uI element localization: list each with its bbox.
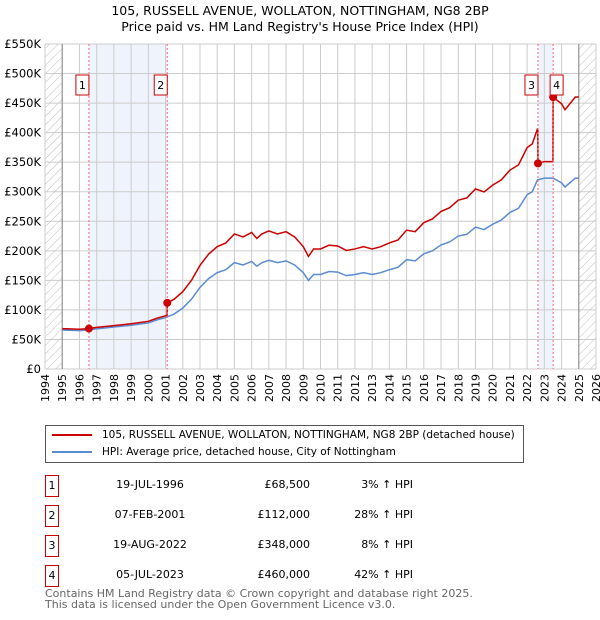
- y-tick-label: £200K: [4, 244, 41, 258]
- x-tick-label: 1996: [73, 374, 86, 402]
- legend: 105, RUSSELL AVENUE, WOLLATON, NOTTINGHA…: [45, 425, 524, 463]
- sale-point: [163, 298, 172, 307]
- x-tick-label: 2019: [469, 374, 482, 402]
- row-hpi: 3% ↑ HPI: [361, 478, 413, 491]
- row-date: 19-JUL-1996: [116, 478, 184, 491]
- footer-line1: Contains HM Land Registry data © Crown c…: [45, 587, 473, 600]
- x-tick-label: 2024: [556, 374, 569, 402]
- legend-red-line: [52, 434, 92, 436]
- x-tick-label: 1995: [56, 374, 69, 402]
- x-tick-label: 1999: [125, 374, 138, 402]
- shade-3-4: [537, 44, 554, 369]
- x-tick-label: 2001: [160, 374, 173, 402]
- sale-point: [533, 159, 542, 168]
- row-badge: 1: [45, 475, 59, 497]
- sale-point: [84, 324, 93, 333]
- hatch-after: [578, 44, 596, 369]
- sale-badge: [153, 74, 168, 96]
- x-tick-label: 2013: [366, 374, 379, 402]
- row-hpi: 8% ↑ HPI: [361, 538, 413, 551]
- y-tick-label: £100K: [4, 303, 41, 317]
- x-tick-label: 1994: [39, 374, 52, 402]
- x-tick-label: 2025: [573, 374, 586, 402]
- y-tick-label: £450K: [4, 96, 41, 110]
- x-tick-label: 2014: [383, 374, 396, 402]
- row-price: £460,000: [257, 568, 311, 581]
- chart-title: 105, RUSSELL AVENUE, WOLLATON, NOTTINGHA…: [111, 3, 489, 18]
- x-tick-label: 2021: [504, 374, 517, 402]
- footer-line2: This data is licensed under the Open Gov…: [45, 598, 396, 611]
- sale-badge-label: 4: [553, 79, 560, 92]
- x-tick-label: 2015: [401, 374, 414, 402]
- footer: Contains HM Land Registry data © Crown c…: [45, 588, 473, 610]
- y-tick-label: £50K: [12, 332, 42, 346]
- x-tick-label: 1998: [108, 374, 121, 402]
- row-price: £68,500: [264, 478, 311, 491]
- x-tick-label: 2018: [452, 374, 465, 402]
- y-tick-label: £150K: [4, 273, 41, 287]
- x-tick-label: 2004: [211, 374, 224, 402]
- sale-badge: [75, 74, 90, 96]
- table-row: 4 05-JUL-2023 £460,000 42% ↑ HPI: [45, 565, 445, 587]
- row-badge: 3: [45, 535, 59, 557]
- sale-badge-label: 1: [79, 79, 86, 92]
- y-tick-label: £350K: [4, 155, 41, 169]
- y-tick-label: £300K: [4, 185, 41, 199]
- x-tick-label: 2009: [297, 374, 310, 402]
- x-tick-label: 2011: [332, 374, 345, 402]
- x-tick-label: 2005: [228, 374, 241, 402]
- legend-hpi: HPI: Average price, detached house, City…: [102, 446, 396, 458]
- plot: 1994 1995 1996 1997 1998 1999 2000 2001 2002 2003…: [4, 37, 600, 402]
- x-tick-label: 2006: [246, 374, 259, 402]
- hpi-line: [62, 177, 579, 332]
- row-hpi: 28% ↑ HPI: [354, 508, 413, 521]
- row-date: 19-AUG-2022: [113, 538, 187, 551]
- property-line: [62, 95, 579, 331]
- sale-badge: [524, 74, 539, 96]
- chart-subtitle: Price paid vs. HM Land Registry's House …: [121, 19, 479, 34]
- legend-property: 105, RUSSELL AVENUE, WOLLATON, NOTTINGHA…: [102, 429, 515, 441]
- row-price: £112,000: [257, 508, 311, 521]
- y-tick-label: £550K: [4, 37, 41, 51]
- row-hpi: 42% ↑ HPI: [354, 568, 413, 581]
- legend-blue-line: [52, 451, 92, 453]
- x-tick-label: 2012: [349, 374, 362, 402]
- table-row: 1 19-JUL-1996 £68,500 3% ↑ HPI: [45, 475, 445, 497]
- row-badge: 4: [45, 565, 59, 587]
- x-tick-label: 2022: [521, 374, 534, 402]
- y-tick-label: £0: [26, 362, 41, 376]
- y-tick-label: £500K: [4, 67, 41, 81]
- row-badge: 2: [45, 505, 59, 527]
- row-date: 07-FEB-2001: [114, 508, 186, 521]
- x-tick-label: 2008: [280, 374, 293, 402]
- y-tick-label: £400K: [4, 126, 41, 140]
- x-tick-label: 2020: [487, 374, 500, 402]
- sale-badge-label: 2: [157, 79, 164, 92]
- row-date: 05-JUL-2023: [116, 568, 184, 581]
- shade-1-2: [88, 44, 168, 369]
- x-tick-label: 2017: [435, 374, 448, 402]
- hatch-before: [45, 44, 63, 369]
- x-tick-label: 2023: [538, 374, 551, 402]
- row-price: £348,000: [257, 538, 311, 551]
- x-tick-label: 2016: [418, 374, 431, 402]
- y-tick-label: £250K: [4, 214, 41, 228]
- x-tick-label: 2003: [194, 374, 207, 402]
- x-tick-label: 1997: [91, 374, 104, 402]
- x-tick-label: 2000: [142, 374, 155, 402]
- sale-badge: [549, 74, 564, 96]
- x-tick-label: 2007: [263, 374, 276, 402]
- x-tick-label: 2002: [177, 374, 190, 402]
- table-row: 3 19-AUG-2022 £348,000 8% ↑ HPI: [45, 535, 445, 557]
- sale-badge-label: 3: [528, 79, 535, 92]
- x-tick-label: 2010: [315, 374, 328, 402]
- x-tick-label: 2026: [590, 374, 600, 402]
- table-row: 2 07-FEB-2001 £112,000 28% ↑ HPI: [45, 505, 445, 527]
